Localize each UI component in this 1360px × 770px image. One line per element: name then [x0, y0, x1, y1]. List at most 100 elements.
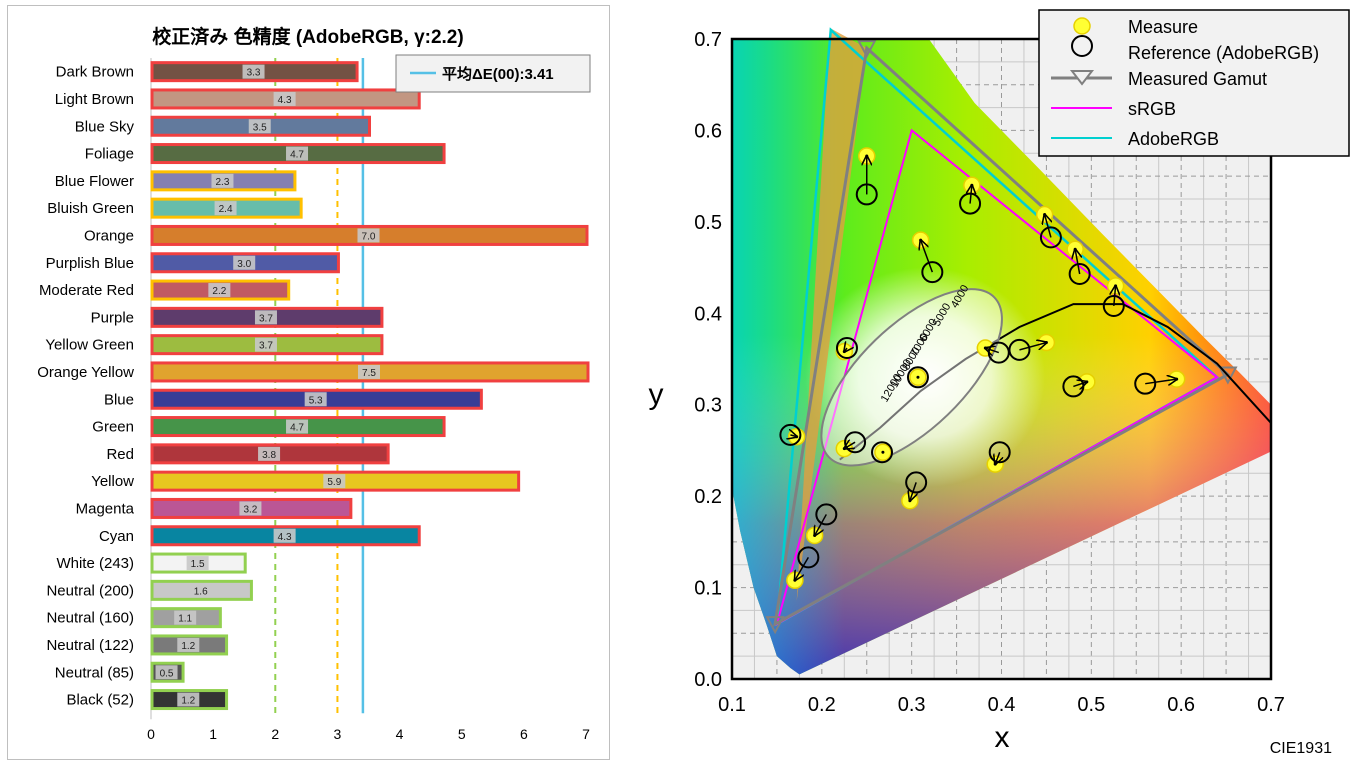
- bar-value-label: 1.5: [191, 559, 205, 570]
- bar-category-label: Yellow Green: [45, 337, 134, 354]
- bar-value-label: 4.3: [278, 532, 292, 543]
- bar-value-label-bg: [273, 91, 296, 106]
- bar-value-label: 2.2: [212, 286, 226, 297]
- bar-value-label: 5.9: [327, 477, 341, 488]
- reference-point: [815, 503, 838, 526]
- error-arrow: [970, 185, 972, 204]
- reference-point: [1008, 338, 1031, 361]
- bar-value-label-bg: [186, 556, 209, 571]
- legend-label: AdobeRGB: [1128, 129, 1219, 149]
- bar-value-label: 3.7: [259, 313, 273, 324]
- bar-category-label: Orange: [84, 227, 134, 244]
- bar-x-tick-label: 5: [458, 726, 466, 742]
- bar-value-label: 5.3: [309, 395, 323, 406]
- error-arrow: [1045, 215, 1051, 238]
- bar-value-label: 3.5: [253, 122, 267, 133]
- y-tick-label: 0.2: [694, 486, 722, 508]
- reference-point: [906, 366, 929, 389]
- bar-category-label: Purple: [91, 309, 134, 326]
- plot-frame: [730, 37, 1273, 681]
- bar-value-label: 3.2: [243, 504, 257, 515]
- reference-point: [1039, 226, 1062, 249]
- bar-value-label-bg: [177, 692, 200, 707]
- bar-x-tick-label: 6: [520, 726, 528, 742]
- error-arrow: [1073, 382, 1086, 387]
- bar-value-label: 0.5: [160, 668, 174, 679]
- error-arrow: [1019, 343, 1046, 351]
- bar-value-label-bg: [304, 392, 327, 407]
- bar-value-label: 7.5: [362, 368, 376, 379]
- bar-value-label-bg: [174, 610, 197, 625]
- x-tick-label: 0.5: [1077, 694, 1105, 716]
- y-tick-label: 0.0: [694, 669, 722, 691]
- bar-legend: 平均ΔE(00):3.41: [395, 54, 591, 93]
- error-arrow: [815, 514, 827, 535]
- bar-value-label: 7.0: [362, 231, 376, 242]
- reference-point: [1134, 372, 1157, 395]
- spectral-locus: [732, 39, 1271, 675]
- bar-value-label-bg: [286, 146, 309, 161]
- bar-value-label-bg: [254, 310, 277, 325]
- legend-label: Measure: [1128, 17, 1198, 37]
- bar-value-label: 4.7: [290, 423, 304, 434]
- bar-value-label-bg: [273, 528, 296, 543]
- x-tick-label: 0.6: [1167, 694, 1195, 716]
- bar-value-label: 3.3: [247, 68, 261, 79]
- bar-value-label-bg: [239, 501, 262, 516]
- measured-gamut-vertex: [857, 40, 877, 59]
- cie1931-chart: 4000 5000 6000 7000 8000 10000 12000 0.1 0.2 0.3…: [640, 0, 1355, 765]
- bar-category-label: Red: [106, 446, 134, 463]
- bar-category-label: Light Brown: [55, 91, 134, 108]
- legend-label: Measured Gamut: [1128, 69, 1267, 89]
- x-tick-label: 0.1: [718, 694, 746, 716]
- bar-category-label: Blue: [104, 391, 134, 408]
- x-tick-label: 0.3: [898, 694, 926, 716]
- error-arrow: [910, 482, 916, 500]
- planckian-curve: [839, 303, 1272, 461]
- bar-value-label: 2.3: [216, 177, 230, 188]
- cie-legend-box: [1038, 9, 1350, 157]
- error-arrow: [1114, 286, 1116, 307]
- y-tick-label: 0.3: [694, 395, 722, 417]
- gamut-triangles: [765, 27, 1238, 635]
- error-arrow: [1075, 249, 1079, 275]
- gamut-difference-fill: [796, 28, 867, 602]
- measure-center-dot: [916, 375, 920, 379]
- bar-value-label-bg: [208, 283, 231, 298]
- bar-value-label: 4.3: [278, 95, 292, 106]
- error-arrow: [790, 435, 796, 437]
- bar-category-label: Yellow: [91, 473, 134, 490]
- patch-points: [779, 147, 1186, 590]
- bar-value-label: 3.8: [262, 450, 276, 461]
- bar-value-label-bg: [248, 119, 271, 134]
- bar-category-label: Orange Yellow: [37, 364, 134, 381]
- bar-value-label-bg: [258, 446, 281, 461]
- error-arrow: [921, 240, 934, 273]
- bar-x-tick-label: 1: [209, 726, 217, 742]
- error-arrow: [844, 442, 856, 448]
- bar-value-label: 1.2: [181, 696, 195, 707]
- y-tick-label: 0.1: [694, 578, 722, 600]
- bar-category-label: Foliage: [85, 146, 134, 163]
- bar-category-label: Magenta: [76, 500, 135, 517]
- bar-value-label-bg: [242, 64, 265, 79]
- reference-point: [797, 546, 820, 569]
- bar-x-tick-label: 3: [334, 726, 342, 742]
- bar-chart-svg: 校正済み 色精度 (AdobeRGB, γ:2.2) Dark Brown 3.3…: [37, 25, 591, 742]
- x-tick-label: 0.7: [1257, 694, 1285, 716]
- error-arrow: [995, 451, 999, 464]
- bar-value-label-bg: [177, 637, 200, 652]
- bar-category-label: Neutral (160): [46, 610, 134, 627]
- bar-category-label: Black (52): [66, 692, 134, 709]
- cie-axes: 0.1 0.2 0.3 0.4 0.5 0.6 0.7 0.0 0.1 0.2 0.3 0.4 0.5 0…: [694, 29, 1285, 716]
- reference-point: [921, 261, 944, 284]
- bar-value-label: 4.7: [290, 150, 304, 161]
- bar-value-label: 1.1: [178, 614, 192, 625]
- x-tick-label: 0.4: [988, 694, 1016, 716]
- bar-value-label-bg: [214, 201, 237, 216]
- bar-category-label: Bluish Green: [47, 200, 134, 217]
- reference-point: [835, 337, 858, 360]
- y-tick-label: 0.6: [694, 120, 722, 142]
- bar-rows: Dark Brown 3.3 Light Brown 4.3 Blue Sky 3.5 Fo…: [37, 61, 590, 711]
- bar-value-label: 1.2: [181, 641, 195, 652]
